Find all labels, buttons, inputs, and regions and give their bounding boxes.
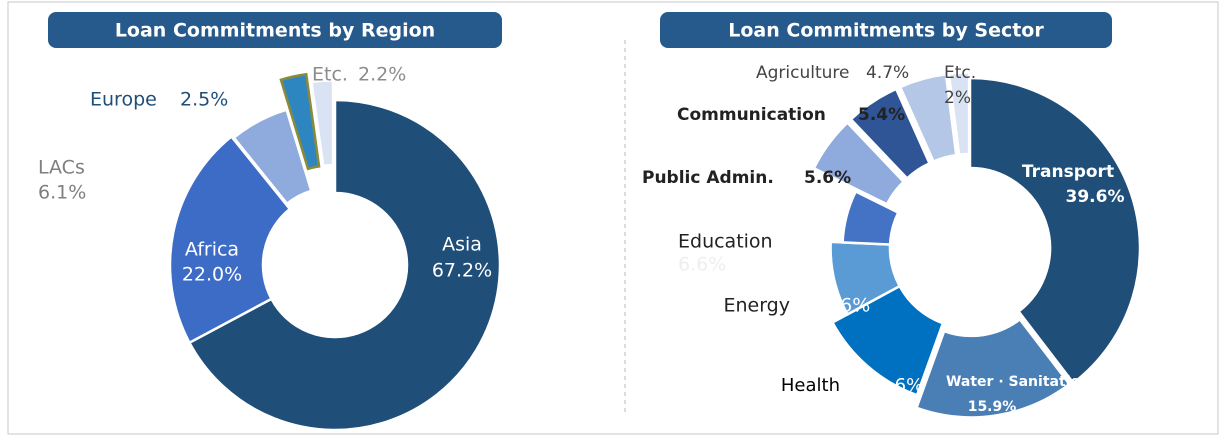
category-label: Communication (677, 105, 826, 125)
value-label: 6.6% (678, 254, 726, 276)
category-label: LACs (38, 157, 85, 179)
value-label: 39.6% (1066, 187, 1125, 207)
slice (232, 108, 313, 206)
value-label: 22.0% (182, 264, 242, 286)
slice (310, 79, 335, 168)
slice (279, 72, 321, 171)
slice (968, 76, 1142, 385)
slice (168, 134, 292, 345)
category-label: Europe (90, 89, 157, 111)
value-label: 15.9% (968, 399, 1017, 415)
category-label: Agriculture (756, 63, 850, 83)
category-label: Etc. (312, 64, 348, 86)
value-label: 6.1% (38, 182, 86, 204)
slice (829, 240, 902, 317)
slice (914, 317, 1072, 419)
value-label: 11.6% (866, 375, 923, 396)
title-bar (660, 12, 1112, 48)
slice (830, 284, 945, 397)
category-label: Transport (1022, 162, 1114, 182)
slice (841, 189, 900, 246)
category-label: Health (781, 375, 840, 396)
chart-title: Loan Commitments by Sector (728, 20, 1044, 42)
category-label: Energy (723, 295, 790, 317)
value-label: 67.2% (432, 260, 492, 282)
value-label: 5.6% (804, 168, 851, 188)
slice (947, 71, 971, 157)
chart-title: Loan Commitments by Region (115, 20, 435, 42)
category-label: Education (678, 231, 773, 253)
slice (898, 72, 958, 164)
value-label: 8.6% (822, 295, 870, 317)
category-label: Water · Sanitation (946, 374, 1090, 390)
category-label: Public Admin. (642, 168, 774, 188)
value-label: 5.4% (858, 105, 905, 125)
category-label: Africa (185, 239, 239, 261)
value-label: 2% (944, 88, 971, 108)
slice (187, 98, 502, 432)
value-label: 2.2% (358, 64, 406, 86)
value-label: 2.5% (180, 89, 228, 111)
category-label: Asia (442, 234, 482, 256)
slice (849, 87, 932, 181)
value-label: 4.7% (866, 63, 909, 83)
slice (812, 120, 906, 206)
title-bar (48, 12, 502, 48)
category-label: Etc. (944, 63, 976, 83)
